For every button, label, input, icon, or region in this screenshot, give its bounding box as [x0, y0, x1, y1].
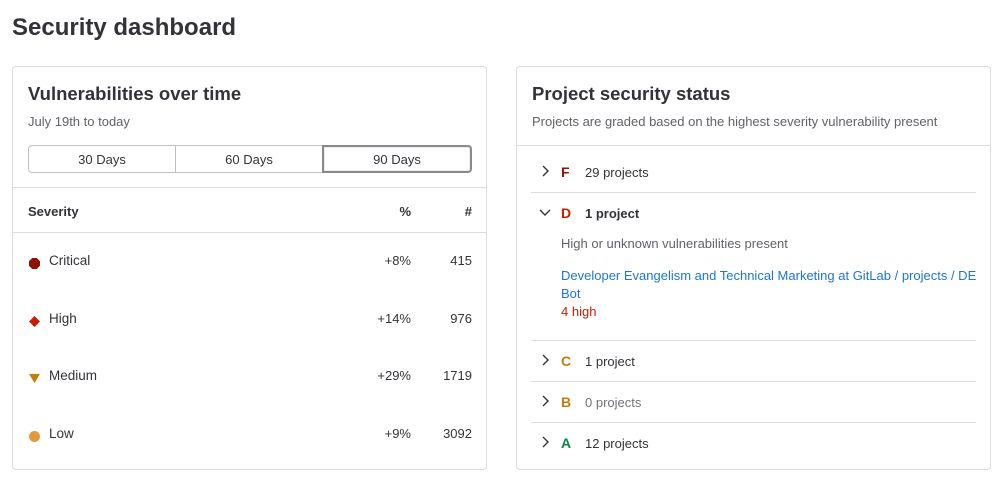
chevron-right-icon[interactable]: [539, 395, 551, 407]
range-90-days-button[interactable]: 90 Days: [322, 145, 472, 173]
chevron-down-icon[interactable]: [539, 206, 551, 218]
project-count: 12 projects: [585, 436, 649, 451]
card-subtitle: Projects are graded based on the highest…: [532, 114, 938, 129]
vulnerabilities-over-time-card: Vulnerabilities over time July 19th to t…: [12, 66, 487, 470]
page-title: Security dashboard: [12, 14, 237, 41]
medium-triangle-icon: [29, 371, 229, 395]
critical-octagon-icon: [29, 256, 229, 280]
card-title: Project security status: [532, 83, 731, 104]
project-security-status-card: Project security status Projects are gra…: [516, 66, 991, 470]
severity-header: Severity: [28, 204, 79, 219]
grade-letter: B: [561, 394, 572, 410]
divider: [517, 145, 990, 146]
severity-label: Critical: [49, 253, 91, 268]
severity-label: Medium: [49, 368, 98, 383]
project-count: 29 projects: [585, 165, 649, 180]
severity-row-high: High +14% 976: [13, 297, 486, 355]
severity-row-critical: Critical +8% 415: [13, 239, 486, 297]
vulnerability-count: 415: [450, 253, 472, 268]
severity-label: Low: [49, 425, 74, 441]
grade-description: High or unknown vulnerabilities present: [561, 236, 788, 251]
low-circle-icon: [29, 429, 229, 453]
severity-label: High: [49, 310, 77, 326]
grade-row-c[interactable]: C 1 project: [531, 341, 976, 382]
percent-change: +8%: [384, 253, 411, 268]
grade-letter: F: [561, 164, 570, 180]
trend-sparkline: [128, 366, 348, 392]
project-count: 1 project: [585, 354, 635, 369]
trend-sparkline: [128, 309, 348, 335]
percent-change: +29%: [377, 368, 411, 383]
chevron-right-icon[interactable]: [539, 354, 551, 366]
high-diamond-icon: [29, 314, 229, 338]
project-count: 1 project: [585, 206, 640, 221]
count-header: #: [464, 204, 472, 219]
percent-header: %: [399, 204, 411, 219]
grade-letter: A: [561, 435, 572, 451]
grade-row-d[interactable]: D 1 project High or unknown vulnerabiliti…: [531, 193, 976, 341]
grade-row-b[interactable]: B 0 projects: [531, 382, 976, 423]
grade-letter: C: [561, 353, 572, 369]
grade-row-a[interactable]: A 12 projects: [531, 423, 976, 464]
divider: [13, 232, 486, 233]
severity-row-low: Low +9% 3092: [13, 412, 486, 470]
range-60-days-button[interactable]: 60 Days: [175, 145, 323, 173]
percent-change: +14%: [377, 310, 411, 326]
date-range-text: July 19th to today: [28, 114, 130, 129]
vulnerability-count: 976: [450, 310, 472, 326]
trend-sparkline: [128, 424, 348, 450]
percent-change: +9%: [384, 425, 411, 441]
project-link[interactable]: Developer Evangelism and Technical Marke…: [561, 268, 977, 301]
grade-row-f[interactable]: F 29 projects: [531, 152, 976, 193]
grade-letter: D: [561, 205, 572, 221]
day-range-selector: 30 Days 60 Days 90 Days: [28, 145, 472, 173]
project-vulnerability-summary: 4 high: [561, 304, 597, 319]
vulnerability-count: 3092: [443, 425, 472, 441]
trend-sparkline: [128, 251, 348, 277]
chevron-right-icon[interactable]: [539, 436, 551, 448]
chevron-right-icon[interactable]: [539, 165, 551, 177]
severity-row-medium: Medium +29% 1719: [13, 354, 486, 412]
project-count: 0 projects: [585, 395, 642, 410]
divider: [13, 187, 486, 188]
card-title: Vulnerabilities over time: [28, 83, 242, 104]
vulnerability-count: 1719: [443, 368, 472, 383]
range-30-days-button[interactable]: 30 Days: [28, 145, 176, 173]
